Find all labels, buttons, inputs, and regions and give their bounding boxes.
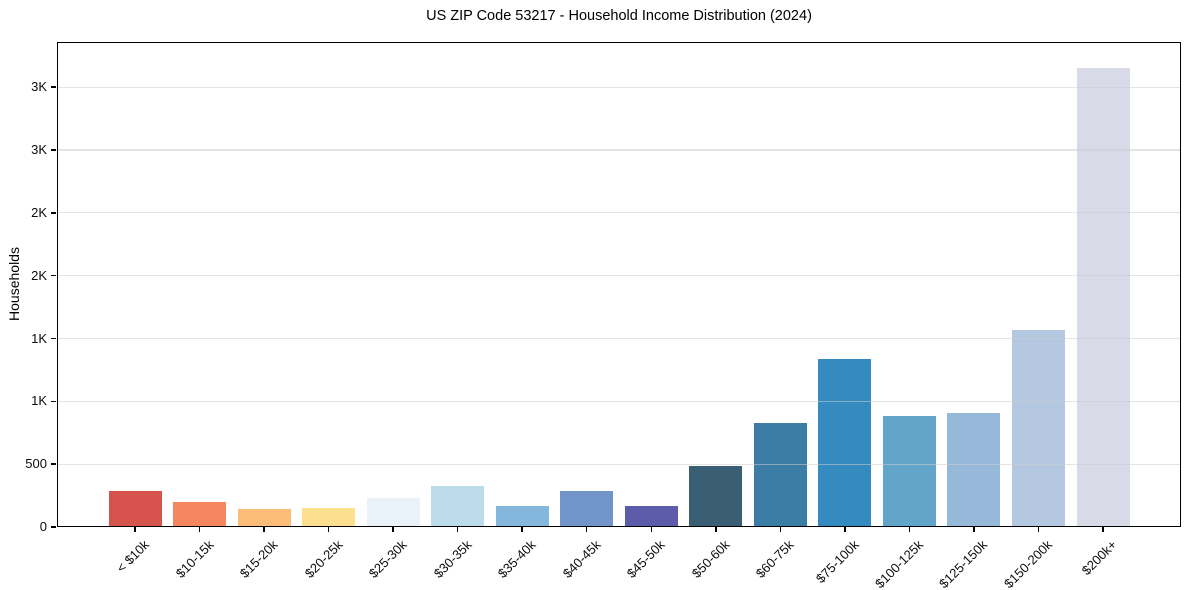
x-tick-label: $125-150k (936, 537, 991, 590)
x-tick-mark (456, 527, 459, 532)
x-tick-label: $45-50k (624, 537, 668, 581)
x-tick-mark (715, 527, 717, 532)
y-tick-label: 2K (31, 204, 47, 220)
bar-6 (431, 485, 485, 527)
y-tick-label: 3K (31, 79, 47, 95)
y-tick-mark (51, 400, 56, 403)
bar-5 (366, 498, 420, 527)
x-tick-mark (327, 527, 330, 532)
y-tick-label: 2K (31, 267, 47, 283)
x-tick-label: $50-60k (688, 537, 733, 581)
x-tick-label: $40-45k (559, 537, 604, 581)
y-tick-label: 1K (31, 393, 47, 409)
y-tick-mark (51, 274, 56, 277)
x-tick-mark (263, 527, 265, 532)
x-tick-mark (134, 527, 136, 532)
plot-area (57, 42, 1181, 527)
x-tick-mark (650, 527, 653, 532)
bar-4 (302, 507, 356, 527)
bar-9 (624, 506, 678, 527)
bar-14 (947, 413, 1001, 527)
x-tick-label: $35-40k (494, 537, 539, 581)
x-tick-label: $75-100k (812, 537, 862, 586)
y-tick-label: 0 (39, 519, 47, 534)
y-tick-mark (51, 86, 56, 88)
bar-16 (1076, 68, 1130, 527)
x-tick-label: $25-30k (365, 537, 410, 581)
x-tick-label: $200k+ (1078, 537, 1120, 579)
bar-7 (495, 505, 549, 527)
x-tick-label: $20-25k (301, 537, 346, 581)
bar-1 (108, 490, 162, 527)
y-tick-mark (51, 212, 56, 214)
y-tick-label: 500 (25, 456, 47, 472)
x-tick-label: $150-200k (1001, 537, 1056, 590)
bars-layer (57, 42, 1181, 527)
x-tick-mark (973, 527, 975, 532)
x-tick-mark (521, 527, 523, 532)
x-tick-label: $60-75k (753, 537, 797, 581)
bar-10 (689, 466, 743, 527)
bar-15 (1011, 330, 1065, 527)
chart-title: US ZIP Code 53217 - Household Income Dis… (426, 8, 812, 24)
bar-2 (173, 502, 227, 527)
x-tick-label: $10-15k (172, 537, 217, 581)
y-axis-label: Households (6, 247, 22, 321)
x-tick-mark (1037, 527, 1040, 532)
x-tick-label: < $10k (113, 537, 152, 576)
y-tick-label: 3K (31, 142, 47, 158)
x-tick-mark (908, 527, 911, 532)
x-tick-mark (1102, 527, 1104, 532)
bar-8 (560, 490, 614, 527)
x-tick-mark (198, 527, 201, 532)
x-tick-label: $15-20k (236, 537, 281, 581)
y-tick-mark (51, 149, 56, 151)
x-tick-label: $100-125k (871, 537, 927, 590)
bar-12 (818, 359, 872, 527)
y-tick-mark (51, 463, 56, 465)
x-tick-label: $30-35k (430, 537, 475, 581)
y-tick-label: 1K (31, 330, 47, 346)
bar-13 (882, 416, 936, 527)
y-tick-mark (51, 337, 56, 340)
x-tick-mark (392, 527, 394, 532)
y-tick-mark (51, 526, 56, 528)
bar-3 (237, 508, 291, 527)
x-tick-mark (844, 527, 846, 532)
bar-11 (753, 422, 807, 527)
x-tick-mark (779, 527, 782, 532)
x-tick-mark (585, 527, 588, 532)
